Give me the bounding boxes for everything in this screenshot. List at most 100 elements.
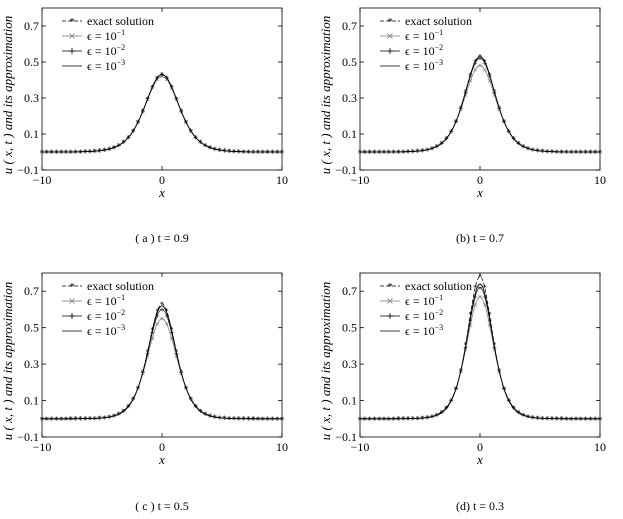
x-tick-label: 0 <box>159 440 165 454</box>
x-tick-label: 0 <box>477 173 483 187</box>
series-line-plain <box>42 74 282 153</box>
y-axis-label: u ( x, t ) and its approximation <box>0 16 15 174</box>
y-tick-label: 0.3 <box>342 91 357 105</box>
x-axis-label: x <box>476 452 483 467</box>
legend-marker-plus <box>387 313 393 319</box>
y-tick-label: 0.1 <box>342 127 357 141</box>
legend-label: ϵ = 10−3 <box>405 58 443 73</box>
legend-label: exact solution <box>87 279 154 293</box>
series-line-plus-marker <box>42 309 282 420</box>
marker-x <box>160 316 164 321</box>
x-axis-label: x <box>476 185 483 200</box>
marker-plus <box>478 285 482 290</box>
legend-label: ϵ = 10−2 <box>87 308 125 323</box>
legend-marker-x <box>387 33 393 39</box>
legend-label: ϵ = 10−3 <box>87 58 125 73</box>
y-tick-label: −0.1 <box>17 163 39 177</box>
y-tick-label: 0.3 <box>24 357 39 371</box>
legend-marker-star: * <box>387 281 393 293</box>
y-tick-label: 0.1 <box>24 127 39 141</box>
legend-label: exact solution <box>87 14 154 28</box>
series-line-dash-star <box>42 303 282 420</box>
series-line-plus-marker <box>360 58 600 153</box>
panel-c: −0.1 0.1 0.3 0.5 0.7 −10 0 10 x u ( x, t ) and it… <box>0 272 288 513</box>
marker-x <box>478 294 482 299</box>
x-tick-label: 10 <box>594 173 606 187</box>
legend-label: ϵ = 10−1 <box>87 28 125 43</box>
y-tick-label: 0.7 <box>24 284 39 298</box>
legend-label: ϵ = 10−3 <box>87 323 125 338</box>
y-tick-label: 0.7 <box>342 19 357 33</box>
legend-label: ϵ = 10−2 <box>405 308 443 323</box>
plot-frame <box>41 7 283 171</box>
legend-marker-plus <box>69 48 75 54</box>
marker-plus <box>160 307 164 312</box>
legend-marker-star: * <box>387 16 393 28</box>
panel-b: −0.1 0.1 0.3 0.5 0.7 −10 0 10 x u ( x, t ) and it… <box>318 7 606 245</box>
series-line-dash-star <box>42 74 282 153</box>
panel-a: −0.1 0.1 0.3 0.5 0.7 −10 0 10 x u ( x, t ) and it… <box>0 7 288 245</box>
marker-star: * <box>483 284 487 293</box>
series-line-x-marker <box>360 296 600 420</box>
y-tick-label: 0.3 <box>24 91 39 105</box>
legend-label: ϵ = 10−1 <box>87 293 125 308</box>
series-line-dash-star <box>360 56 600 153</box>
y-axis-label: u ( x, t ) and its approximation <box>318 16 333 174</box>
panel-caption: (b) t = 0.7 <box>456 231 504 245</box>
x-tick-label: 0 <box>159 173 165 187</box>
x-tick-label: −10 <box>33 173 52 187</box>
legend-label: exact solution <box>405 14 472 28</box>
series-line-x-marker <box>42 76 282 153</box>
plot-frame <box>359 7 601 171</box>
legend-label: ϵ = 10−3 <box>405 323 443 338</box>
legend-marker-star: * <box>69 281 75 293</box>
marker-x <box>473 302 478 307</box>
y-tick-label: 0.1 <box>24 394 39 408</box>
x-tick-label: −10 <box>33 440 52 454</box>
series-line-plain <box>42 305 282 420</box>
legend-label: exact solution <box>405 279 472 293</box>
series-line-plain <box>360 56 600 153</box>
marker-star: * <box>488 310 492 319</box>
plot-frame <box>41 272 283 438</box>
legend-marker-star: * <box>69 16 75 28</box>
y-tick-label: 0.1 <box>342 394 357 408</box>
y-tick-label: 0.7 <box>342 284 357 298</box>
legend-marker-x <box>69 33 75 39</box>
legend-label: ϵ = 10−2 <box>87 43 125 58</box>
y-tick-label: 0.5 <box>342 321 357 335</box>
x-tick-label: 10 <box>276 173 288 187</box>
x-tick-label: 10 <box>276 440 288 454</box>
marker-star: * <box>478 273 482 282</box>
series-line-x-marker <box>360 65 600 153</box>
panel-caption: ( a ) t = 0.9 <box>135 231 188 245</box>
series-line-x-marker <box>41 318 283 420</box>
series-line-plus-marker <box>42 74 282 153</box>
marker-x <box>478 63 482 68</box>
y-tick-label: −0.1 <box>17 430 39 444</box>
series-line-plain <box>360 283 600 420</box>
x-tick-label: −10 <box>351 173 370 187</box>
marker-x <box>482 302 487 307</box>
panel-d: −0.1 0.1 0.3 0.5 0.7 −10 0 10 x u ( x, t ) and it… <box>318 272 606 513</box>
y-tick-label: 0.5 <box>24 55 39 69</box>
plot-frame <box>359 272 601 438</box>
legend-marker-plus <box>387 48 393 54</box>
panel-caption: (d) t = 0.3 <box>456 499 504 513</box>
y-axis-label: u ( x, t ) and its approximation <box>0 282 15 440</box>
y-tick-label: −0.1 <box>335 430 357 444</box>
y-tick-label: 0.5 <box>24 321 39 335</box>
series-line-plus-marker <box>360 287 600 420</box>
x-axis-label: x <box>158 452 165 467</box>
legend-label: ϵ = 10−1 <box>405 293 443 308</box>
marker-star: * <box>468 310 472 319</box>
marker-star: * <box>160 300 164 309</box>
panel-caption: ( c ) t = 0.5 <box>135 499 188 513</box>
legend-label: ϵ = 10−2 <box>405 43 443 58</box>
legend-marker-x <box>387 298 393 304</box>
